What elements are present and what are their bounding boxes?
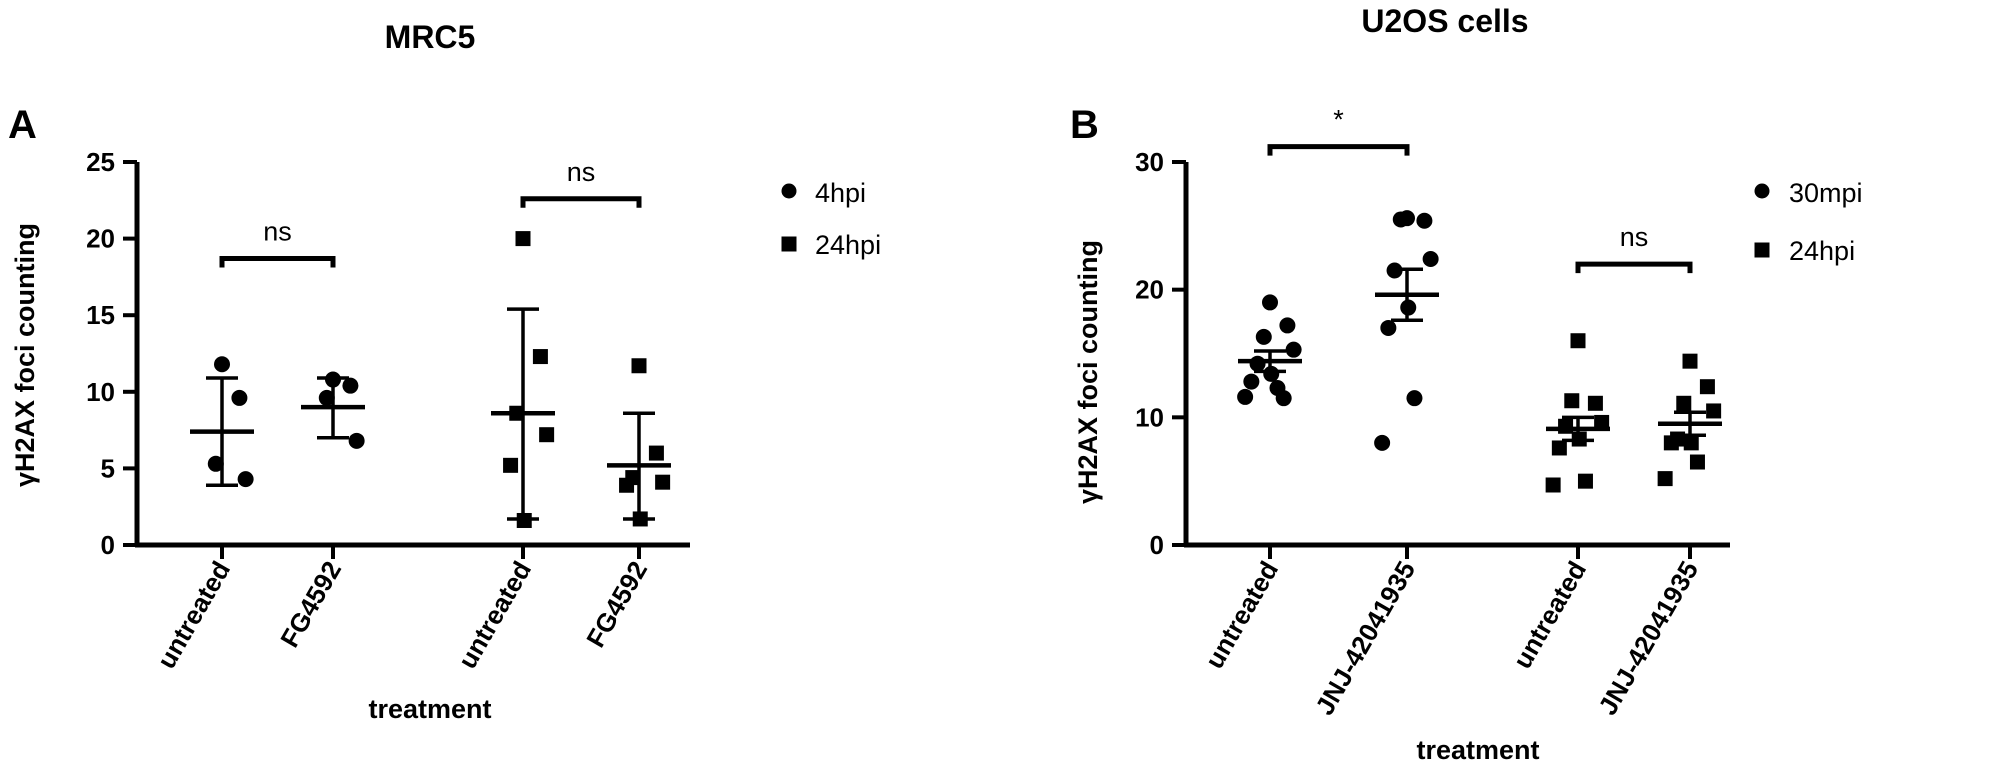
panel-b-data-point	[1249, 355, 1266, 372]
panel-b-data-point	[1275, 390, 1292, 407]
panel-a-data-point	[539, 427, 555, 443]
panel-a-data-point	[342, 377, 359, 394]
panel-b-y-tick-label: 20	[1135, 275, 1164, 305]
panel-b-significance-bracket	[1575, 261, 1693, 274]
panel-a-letter: A	[8, 103, 37, 147]
panel-a-plot: 0 5 10 15 20 25 untreated FG4592 untreated FG4592…	[86, 147, 690, 674]
panel-b-legend: 30mpi 24hpi	[1754, 178, 1863, 266]
panel-b-category-label: untreated	[1199, 556, 1284, 674]
panel-b-data-point	[1689, 454, 1705, 470]
panel-a-data-point	[318, 389, 335, 406]
panel-a-title: MRC5	[385, 19, 476, 55]
panel-b-data-point	[1262, 294, 1278, 311]
panel-b-legend-label-24hpi: 24hpi	[1789, 236, 1855, 266]
panel-a-data-point	[348, 432, 365, 449]
panel-a-y-tick-label: 5	[101, 453, 115, 483]
panel-a-significance-bracket	[219, 256, 336, 268]
panel-b-data-point	[1699, 379, 1715, 395]
legend-marker-circle	[781, 183, 797, 199]
panel-b-data-point	[1570, 333, 1586, 349]
panel-a-y-tick-label: 10	[86, 377, 115, 407]
legend-marker-square	[1754, 242, 1770, 258]
panel-b-data-point	[1682, 353, 1698, 369]
panel-b-legend-label-30mpi: 30mpi	[1789, 178, 1863, 208]
panel-b-data-point	[1676, 395, 1692, 411]
panel-a-legend-label-24hpi: 24hpi	[815, 230, 881, 260]
panel-a: MRC5 A γH2AX foci counting treatment 0 5 1…	[8, 19, 881, 724]
panel-b-category-label: JNJ-42041935	[1309, 556, 1421, 720]
panel-a-data-point	[619, 477, 635, 493]
panel-a-significance-label: ns	[567, 157, 596, 187]
panel-b-data-point	[1683, 435, 1699, 451]
panel-b-data-point	[1285, 341, 1302, 358]
panel-a-significance-bracket	[520, 196, 642, 208]
panel-b-data-point	[1706, 403, 1722, 419]
panel-b-data-point	[1587, 395, 1603, 411]
panel-b-significance-label: ns	[1620, 222, 1649, 252]
panel-a-category-label: FG4592	[580, 556, 653, 652]
panel-a-legend: 4hpi 24hpi	[781, 178, 881, 260]
panel-a-data-point	[515, 231, 531, 247]
panel-a-y-tick-label: 0	[101, 530, 115, 560]
panel-b-significance-label: *	[1333, 105, 1344, 135]
panel-a-data-point	[631, 358, 647, 374]
panel-a-y-tick-label: 20	[86, 224, 115, 254]
panel-b-data-point	[1577, 473, 1593, 489]
panel-a-data-point	[655, 474, 671, 490]
panel-a-data-point	[207, 455, 224, 472]
panel-b-data-point	[1551, 440, 1567, 456]
panel-b-data-point	[1243, 373, 1260, 390]
panel-b-letter: B	[1070, 103, 1099, 147]
panel-a-y-tick-label: 25	[86, 147, 115, 177]
panel-b-data-point	[1392, 211, 1409, 228]
panel-b-data-point	[1422, 251, 1439, 268]
panel-a-data-point	[237, 471, 254, 488]
panel-a-data-point	[231, 389, 248, 406]
panel-b-ylabel: γH2AX foci counting	[1073, 240, 1103, 504]
panel-a-significance-label: ns	[263, 217, 292, 247]
legend-marker-circle	[1754, 183, 1770, 199]
panel-a-xlabel: treatment	[368, 694, 491, 724]
panel-a-category-label: untreated	[452, 556, 537, 674]
panel-b-data-point	[1279, 317, 1296, 334]
panel-a-data-point	[214, 356, 230, 373]
panel-b-data-point	[1657, 471, 1673, 487]
panel-b-title: U2OS cells	[1361, 3, 1528, 39]
panel-a-data-point	[532, 349, 548, 365]
panel-b-category-label: JNJ-42041935	[1592, 556, 1704, 720]
panel-b-significance-bracket	[1267, 144, 1410, 156]
panel-a-data-point	[503, 457, 519, 473]
panel-b-data-point	[1564, 393, 1580, 409]
panel-b-data-point	[1545, 477, 1561, 493]
panel-b-data-point	[1255, 328, 1272, 345]
panel-b: U2OS cells B γH2AX foci counting treatme…	[1070, 3, 1863, 765]
panel-b-data-point	[1374, 434, 1391, 451]
panel-b-data-point	[1380, 319, 1397, 336]
panel-a-y-tick-label: 15	[86, 300, 115, 330]
panel-a-category-label: untreated	[151, 556, 236, 674]
legend-marker-square	[781, 236, 797, 252]
panel-b-y-tick-label: 30	[1135, 147, 1164, 177]
panel-b-data-point	[1594, 414, 1610, 430]
panel-a-category-label: FG4592	[274, 556, 347, 652]
panel-b-y-tick-label: 10	[1135, 402, 1164, 432]
panel-b-data-point	[1406, 390, 1423, 407]
panel-a-ylabel: γH2AX foci counting	[10, 223, 40, 487]
panel-b-data-point	[1237, 388, 1254, 405]
panel-b-y-tick-label: 0	[1150, 530, 1164, 560]
panel-b-data-point	[1416, 212, 1433, 229]
panel-b-data-point	[1558, 418, 1574, 434]
panel-b-xlabel: treatment	[1416, 735, 1539, 765]
panel-a-legend-label-4hpi: 4hpi	[815, 178, 866, 208]
panel-b-data-point	[1663, 435, 1679, 451]
panel-b-category-label: untreated	[1507, 556, 1592, 674]
panel-a-data-point	[648, 445, 664, 461]
